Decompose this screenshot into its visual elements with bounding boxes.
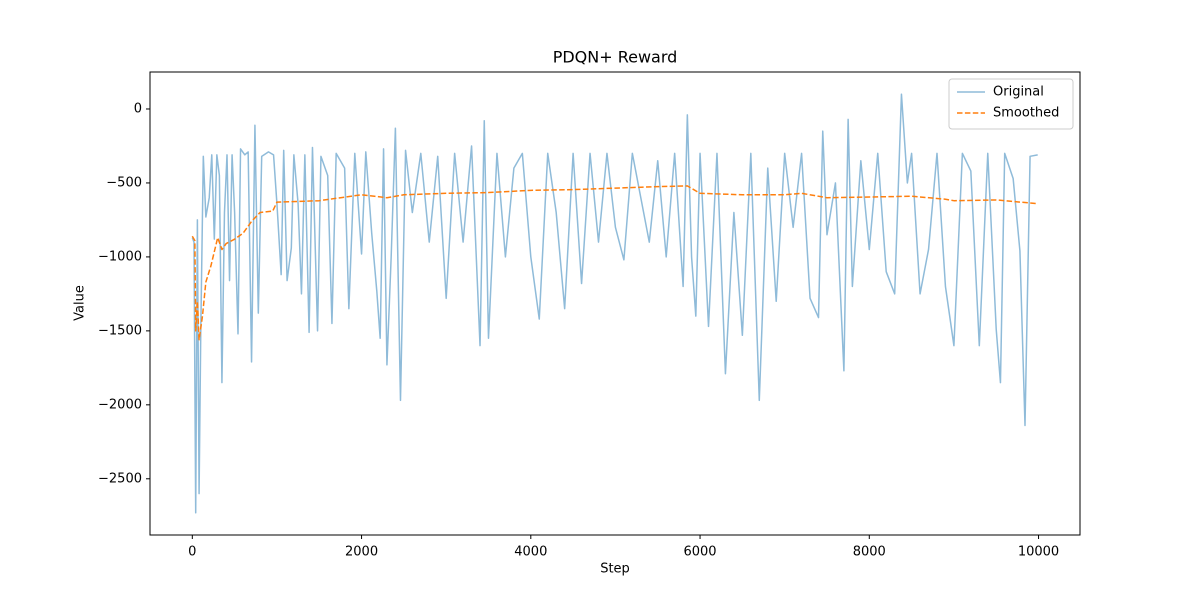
y-axis-label: Value xyxy=(73,285,88,321)
x-tick-label: 4000 xyxy=(514,545,547,560)
x-tick-label: 2000 xyxy=(345,545,378,560)
y-tick-label: −1000 xyxy=(98,249,142,264)
chart-title: PDQN+ Reward xyxy=(553,48,678,67)
y-tick-label: −2000 xyxy=(98,397,142,412)
y-tick-label: −500 xyxy=(106,175,142,190)
y-tick-label: −1500 xyxy=(98,323,142,338)
line-series xyxy=(191,185,1038,341)
x-axis-label: Step xyxy=(600,562,630,577)
plot-frame xyxy=(149,71,1081,536)
legend-label: Smoothed xyxy=(993,106,1059,121)
x-tick-label: 10000 xyxy=(1018,545,1059,560)
x-tick-label: 6000 xyxy=(683,545,716,560)
legend-label: Original xyxy=(993,85,1044,100)
y-tick-label: −2500 xyxy=(98,471,142,486)
line-series xyxy=(191,93,1038,514)
x-tick-label: 0 xyxy=(188,545,196,560)
x-tick-label: 8000 xyxy=(853,545,886,560)
y-tick-label: 0 xyxy=(134,101,142,116)
